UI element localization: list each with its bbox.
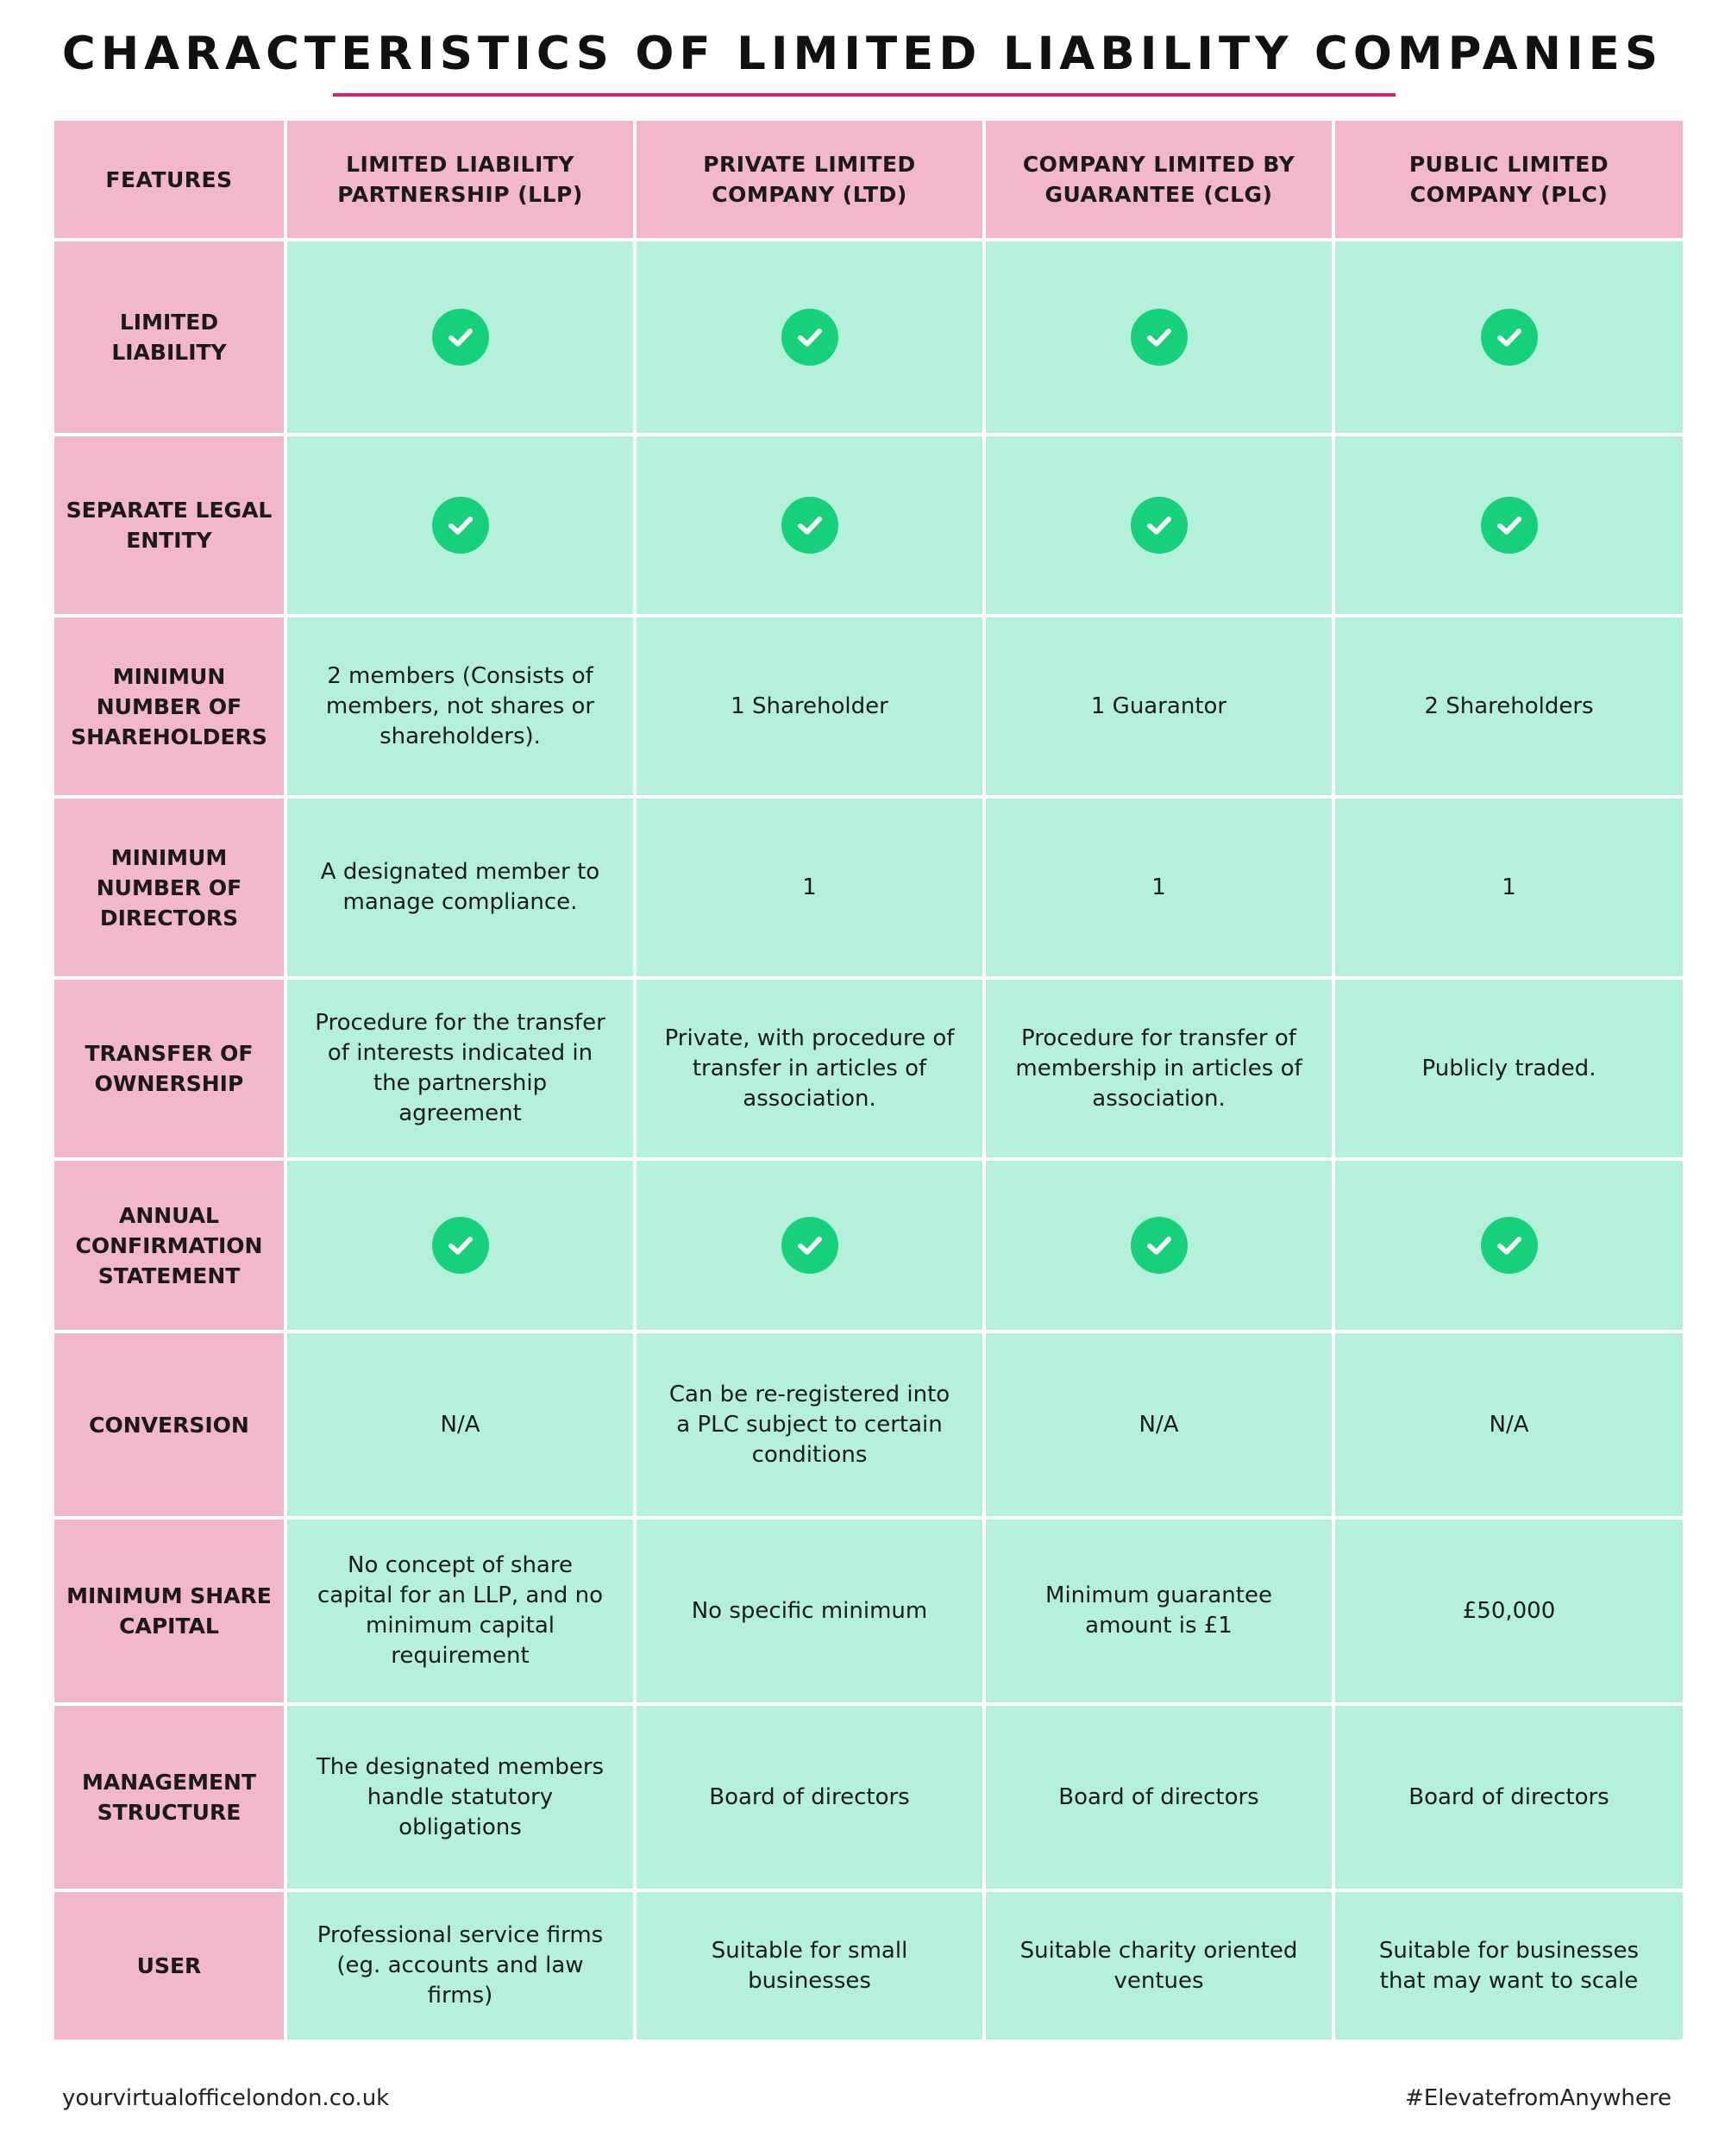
feature-label: ANNUAL CONFIRMATION STATEMENT (54, 1161, 287, 1333)
cell-clg: Suitable charity oriented ventues (986, 1892, 1335, 2043)
cell-llp: Professional service firms (eg. accounts… (287, 1892, 637, 2043)
page-title: CHARACTERISTICS OF LIMITED LIABILITY COM… (61, 28, 1664, 80)
cell-llp: Procedure for the transfer of interests … (287, 980, 637, 1161)
check-icon (1480, 1217, 1538, 1274)
check-icon (431, 497, 489, 554)
check-icon (1130, 309, 1188, 366)
cell-plc: 2 Shareholders (1335, 617, 1683, 799)
check-icon (1480, 497, 1538, 554)
check-icon (1130, 1217, 1188, 1274)
feature-label: LIMITED LIABILITY (54, 241, 287, 436)
cell-ltd (637, 1161, 986, 1333)
cell-ltd: 1 Shareholder (637, 617, 986, 799)
check-icon (1480, 309, 1538, 366)
cell-plc: Board of directors (1335, 1706, 1683, 1892)
website-url: yourvirtualofficelondon.co.uk (62, 2085, 390, 2111)
check-icon (781, 497, 838, 554)
cell-plc (1335, 1161, 1683, 1333)
cell-llp: N/A (287, 1333, 637, 1520)
cell-llp: The designated members handle statutory … (287, 1706, 637, 1892)
cell-clg (986, 241, 1335, 436)
cell-clg: Board of directors (986, 1706, 1335, 1892)
cell-clg: 1 Guarantor (986, 617, 1335, 799)
cell-ltd: Board of directors (637, 1706, 986, 1892)
cell-clg: Procedure for transfer of membership in … (986, 980, 1335, 1161)
cell-llp (287, 1161, 637, 1333)
cell-ltd: Suitable for small businesses (637, 1892, 986, 2043)
cell-plc: Publicly traded. (1335, 980, 1683, 1161)
cell-clg: 1 (986, 799, 1335, 980)
cell-llp: A designated member to manage compliance… (287, 799, 637, 980)
title-underline (333, 93, 1396, 97)
feature-label: SEPARATE LEGAL ENTITY (54, 436, 287, 617)
check-icon (781, 309, 838, 366)
header-features: FEATURES (54, 121, 287, 241)
comparison-table: FEATURES LIMITED LIABILITY PARTNERSHIP (… (54, 121, 1683, 2059)
cell-plc: 1 (1335, 799, 1683, 980)
feature-label: TRANSFER OF OWNERSHIP (54, 980, 287, 1161)
feature-label: MINIMUM SHARE CAPITAL (54, 1520, 287, 1706)
cell-plc (1335, 436, 1683, 617)
header-plc: PUBLIC LIMITED COMPANY (PLC) (1335, 121, 1683, 241)
cell-llp (287, 241, 637, 436)
feature-label: MINIMUM NUMBER OF DIRECTORS (54, 799, 287, 980)
cell-ltd (637, 241, 986, 436)
cell-ltd: 1 (637, 799, 986, 980)
check-icon (431, 1217, 489, 1274)
cell-ltd (637, 436, 986, 617)
feature-label: CONVERSION (54, 1333, 287, 1520)
feature-label: MANAGEMENT STRUCTURE (54, 1706, 287, 1892)
cell-clg: N/A (986, 1333, 1335, 1520)
check-icon (1130, 497, 1188, 554)
cell-clg (986, 1161, 1335, 1333)
header-ltd: PRIVATE LIMITED COMPANY (LTD) (637, 121, 986, 241)
header-llp: LIMITED LIABILITY PARTNERSHIP (LLP) (287, 121, 637, 241)
cell-clg: Minimum guarantee amount is £1 (986, 1520, 1335, 1706)
cell-ltd: Can be re-registered into a PLC subject … (637, 1333, 986, 1520)
cell-plc: N/A (1335, 1333, 1683, 1520)
hashtag: #ElevatefromAnywhere (1405, 2085, 1672, 2111)
cell-ltd: Private, with procedure of transfer in a… (637, 980, 986, 1161)
feature-label: MINIMUN NUMBER OF SHAREHOLDERS (54, 617, 287, 799)
cell-llp: 2 members (Consists of members, not shar… (287, 617, 637, 799)
cell-ltd: No specific minimum (637, 1520, 986, 1706)
feature-label: USER (54, 1892, 287, 2043)
cell-plc: £50,000 (1335, 1520, 1683, 1706)
cell-llp: No concept of share capital for an LLP, … (287, 1520, 637, 1706)
header-clg: COMPANY LIMITED BY GUARANTEE (CLG) (986, 121, 1335, 241)
cell-llp (287, 436, 637, 617)
check-icon (431, 309, 489, 366)
check-icon (781, 1217, 838, 1274)
cell-clg (986, 436, 1335, 617)
cell-plc (1335, 241, 1683, 436)
cell-plc: Suitable for businesses that may want to… (1335, 1892, 1683, 2043)
